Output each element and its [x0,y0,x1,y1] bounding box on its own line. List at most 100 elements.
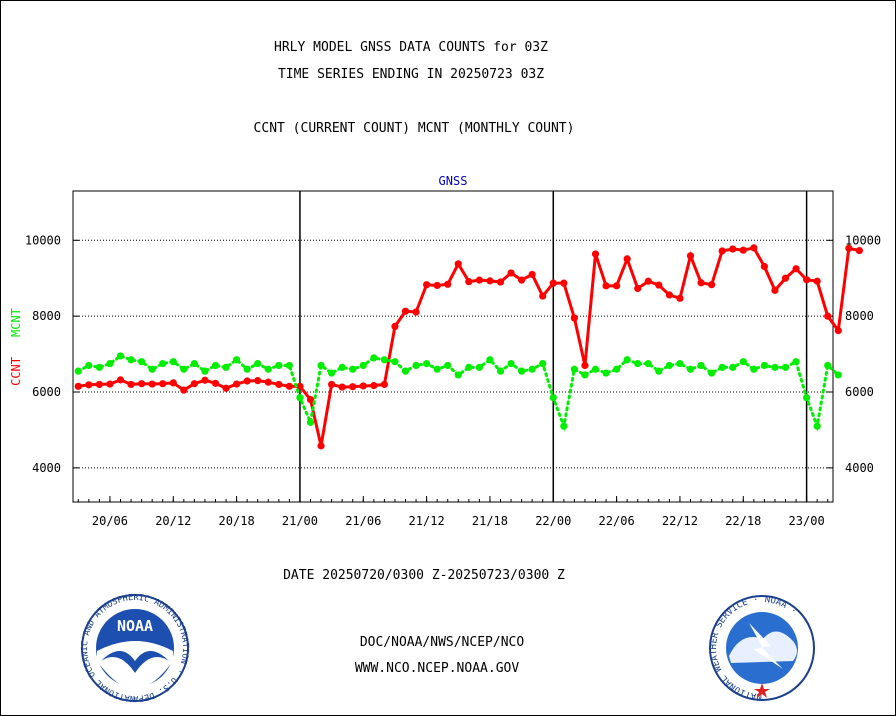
data-point-ccnt [813,277,821,285]
data-point-ccnt [359,382,367,390]
y-tick-label-right: 6000 [845,385,874,399]
data-point-ccnt [644,277,652,285]
footer-link-website[interactable]: WWW.NCO.NCEP.NOAA.GOV [355,661,520,676]
footer-link-doc[interactable]: DOC/NOAA/NWS/NCEP/NCO [360,635,525,650]
data-point-ccnt [296,382,304,390]
data-point-ccnt [423,281,431,289]
data-point-mcnt [560,422,568,430]
data-point-mcnt [275,361,283,370]
data-point-ccnt [496,278,505,286]
data-point-mcnt [106,359,114,368]
data-point-ccnt [475,276,483,284]
data-point-ccnt [803,276,811,284]
data-point-mcnt [159,359,167,368]
data-point-ccnt [708,281,716,289]
data-point-mcnt [296,394,304,402]
data-point-mcnt [370,354,378,362]
panel-label: GNSS [439,174,468,188]
data-point-ccnt [739,246,747,254]
data-point-mcnt [201,367,209,375]
data-point-mcnt [148,365,156,373]
data-point-ccnt [106,380,114,388]
data-point-mcnt [264,365,272,373]
data-point-ccnt [845,244,853,252]
data-point-ccnt [243,377,251,385]
data-point-ccnt [211,379,220,387]
data-point-ccnt [222,384,230,392]
data-point-mcnt [254,359,262,368]
data-point-ccnt [602,282,610,290]
data-point-ccnt [370,381,378,390]
y-axis-label-group: CCNT MCNT [9,308,23,386]
y-tick-label-left: 10000 [25,233,61,247]
data-point-ccnt [412,308,420,316]
data-point-ccnt [676,294,684,302]
data-point-ccnt [180,386,188,394]
data-point-ccnt [760,262,768,271]
chart-subtitle: CCNT (CURRENT COUNT) MCNT (MONTHLY COUNT… [254,121,575,136]
data-point-ccnt [465,278,473,286]
data-point-mcnt [433,365,441,373]
data-point-mcnt [813,422,821,430]
y-tick-label-right: 8000 [845,309,874,323]
data-point-ccnt [127,380,135,389]
data-point-ccnt [275,380,283,389]
data-point-ccnt [328,380,336,389]
data-point-mcnt [285,361,293,370]
data-point-mcnt [655,367,663,375]
data-point-ccnt [697,279,705,287]
data-point-mcnt [138,358,146,366]
data-point-mcnt [222,363,230,371]
data-point-mcnt [116,352,125,360]
x-tick-label: 20/12 [155,514,191,528]
noaa-logo-text: NOAA [117,617,153,635]
data-point-ccnt [233,380,241,388]
data-point-mcnt [750,365,758,373]
data-point-mcnt [233,356,241,364]
data-point-ccnt [750,244,758,252]
data-point-ccnt [623,255,631,263]
data-point-ccnt [855,246,863,255]
data-point-mcnt [539,359,547,368]
data-point-ccnt [317,442,325,450]
data-point-ccnt [201,376,209,384]
data-point-ccnt [85,381,93,389]
data-point-ccnt [634,284,642,293]
data-point-mcnt [95,363,103,371]
chart-title-line1: HRLY MODEL GNSS DATA COUNTS for 03Z [274,40,548,55]
data-point-ccnt [380,380,388,389]
data-point-ccnt [95,380,103,389]
data-point-mcnt [412,361,420,370]
y-tick-label-left: 6000 [32,385,61,399]
x-tick-label: 22/06 [599,514,635,528]
data-point-ccnt [718,247,726,255]
data-point-mcnt [475,363,483,371]
data-point-ccnt [507,269,515,277]
data-point-ccnt [613,282,621,290]
data-point-mcnt [496,367,505,375]
data-point-ccnt [686,252,695,260]
data-point-ccnt [444,280,452,288]
data-point-ccnt [539,292,547,300]
data-point-mcnt [570,365,578,373]
data-point-ccnt [729,245,737,253]
x-tick-label: 21/12 [409,514,445,528]
data-point-ccnt [528,270,536,279]
x-tick-label: 22/18 [725,514,761,528]
data-point-mcnt [686,365,695,373]
date-range-label: DATE 20250720/0300 Z-20250723/0300 Z [283,568,565,583]
data-point-ccnt [824,312,832,320]
data-point-ccnt [116,376,125,384]
data-point-mcnt [729,363,737,371]
data-point-ccnt [306,395,315,404]
data-point-mcnt [465,363,473,371]
x-tick-label: 21/18 [472,514,508,528]
data-point-mcnt [328,369,336,377]
y-tick-label-right: 4000 [845,461,874,475]
data-point-ccnt [349,383,357,391]
x-tick-label: 22/12 [662,514,698,528]
data-point-mcnt [359,361,367,370]
y-tick-label-left: 4000 [32,461,61,475]
data-point-mcnt [665,361,673,370]
